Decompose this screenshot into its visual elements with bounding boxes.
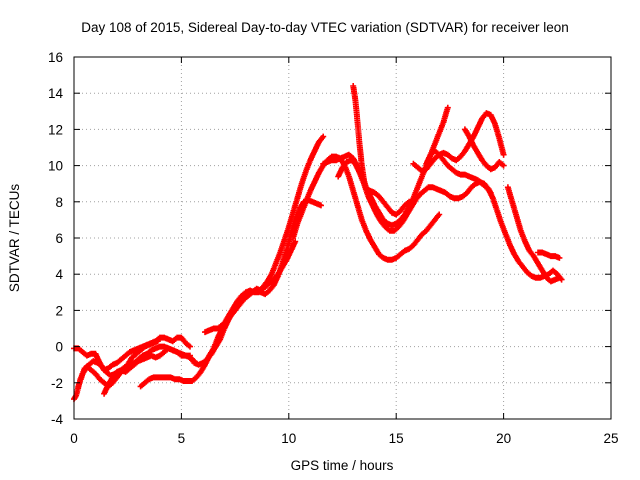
- y-tick-label: 16: [48, 50, 63, 65]
- y-tick-label: 2: [55, 303, 63, 318]
- series-trace-14: [461, 126, 507, 173]
- series-trace-16: [535, 249, 563, 261]
- data-points: [461, 126, 507, 173]
- series-trace-11: [350, 83, 413, 218]
- x-axis-label: GPS time / hours: [291, 458, 394, 473]
- x-tick-label: 25: [603, 431, 618, 446]
- series-trace-4: [101, 345, 198, 397]
- data-points: [335, 157, 565, 283]
- y-axis-label: SDTVAR / TECUs: [7, 184, 22, 293]
- y-tick-label: 14: [48, 86, 64, 101]
- y-axis: -4 -2 0 2 4 6 8 10 12 14 16: [48, 50, 611, 427]
- y-tick-label: 4: [55, 267, 63, 282]
- y-tick-label: -2: [51, 376, 63, 391]
- series-trace-15: [504, 184, 563, 285]
- x-axis: 0 5 10 15 20 25: [70, 57, 619, 446]
- x-tick-label: 20: [496, 431, 511, 446]
- x-tick-label: 15: [389, 431, 404, 446]
- data-points: [423, 148, 494, 196]
- y-tick-label: 12: [48, 122, 63, 137]
- y-tick-label: 0: [55, 340, 63, 355]
- data-points: [290, 153, 443, 263]
- x-tick-label: 0: [70, 431, 78, 446]
- y-tick-label: 6: [55, 231, 63, 246]
- y-tick-label: 8: [55, 195, 63, 210]
- y-tick-label: -4: [51, 412, 63, 427]
- series-trace-13: [423, 148, 494, 196]
- series-trace-10: [335, 157, 565, 283]
- data-points: [101, 345, 198, 397]
- chart-title: Day 108 of 2015, Sidereal Day-to-day VTE…: [81, 20, 568, 35]
- data-marks: [71, 83, 565, 403]
- grid: [74, 57, 611, 419]
- data-points: [202, 238, 299, 336]
- x-tick-label: 10: [281, 431, 296, 446]
- y-tick-label: 10: [48, 159, 63, 174]
- data-points: [504, 184, 563, 285]
- data-points: [535, 249, 563, 261]
- series-trace-7: [202, 238, 299, 336]
- data-points: [350, 83, 413, 218]
- series-trace-8: [290, 153, 443, 263]
- x-tick-label: 5: [178, 431, 186, 446]
